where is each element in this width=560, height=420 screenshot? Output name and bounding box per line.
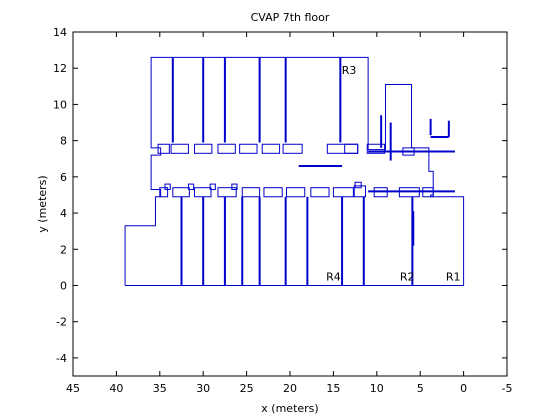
y-tick-label: 14 xyxy=(53,26,67,39)
floor-plan xyxy=(124,56,465,286)
room-label: R1 xyxy=(446,270,461,283)
x-tick-label: 45 xyxy=(66,382,80,395)
y-tick-label: 10 xyxy=(53,98,67,111)
annotations: R3 R4 R2 R1 xyxy=(326,64,460,283)
room-block-top xyxy=(170,143,189,154)
plot-area: R3 R4 R2 R1 xyxy=(72,31,508,377)
x-tick-label: 5 xyxy=(417,382,424,395)
y-tick-label: 0 xyxy=(60,279,67,292)
room-block-bottom xyxy=(373,187,388,198)
x-tick-label: 20 xyxy=(283,382,297,395)
room-notch xyxy=(209,183,216,191)
room-label: R2 xyxy=(400,270,415,283)
x-axis-title: x (meters) xyxy=(261,402,318,415)
room-block-top xyxy=(344,143,359,154)
y-tick-label: 8 xyxy=(60,135,67,148)
x-tick-label: 25 xyxy=(240,382,254,395)
room-label: R4 xyxy=(326,270,341,283)
room-block-bottom xyxy=(310,187,330,198)
y-tick-label: -2 xyxy=(56,316,67,329)
room-block-bottom xyxy=(194,187,212,198)
y-tick-label: 6 xyxy=(60,171,67,184)
room-block-bottom xyxy=(332,187,354,198)
room-block-top xyxy=(217,143,236,154)
building-outline xyxy=(124,56,465,286)
x-axis: 45 40 35 30 25 20 15 10 5 0 -5 xyxy=(66,32,512,395)
room-block-bottom xyxy=(217,187,237,198)
room-notch xyxy=(164,183,171,191)
y-tick-label: 4 xyxy=(60,207,67,220)
room-block-bottom xyxy=(159,187,169,198)
room-block-bottom xyxy=(353,185,367,198)
x-tick-label: 35 xyxy=(153,382,167,395)
x-tick-label: 0 xyxy=(460,382,467,395)
room-notch xyxy=(231,183,238,191)
y-tick-label: 12 xyxy=(53,62,67,75)
x-tick-label: 30 xyxy=(196,382,210,395)
room-block-top xyxy=(402,147,415,156)
room-block-top xyxy=(239,143,258,154)
x-tick-label: -5 xyxy=(502,382,513,395)
room-notch xyxy=(354,181,362,189)
y-tick-label: -4 xyxy=(56,352,67,365)
room-block-bottom xyxy=(263,187,283,198)
room-block-top xyxy=(366,143,386,154)
x-tick-label: 10 xyxy=(370,382,384,395)
chart-title: CVAP 7th floor xyxy=(251,11,330,24)
room-block-top xyxy=(157,143,170,154)
x-tick-label: 15 xyxy=(326,382,340,395)
y-axis: -4 -2 0 2 4 6 8 10 12 14 xyxy=(53,26,507,365)
axes-box xyxy=(72,31,508,377)
y-tick-label: 2 xyxy=(60,243,67,256)
room-block-bottom xyxy=(286,187,306,198)
room-notch xyxy=(187,183,195,191)
room-block-bottom xyxy=(172,187,190,198)
room-block-top xyxy=(282,143,303,154)
room-block-bottom xyxy=(422,187,434,198)
room-block-bottom xyxy=(241,187,261,198)
room-block-top xyxy=(261,143,281,154)
room-block-bottom xyxy=(398,187,420,198)
room-label: R3 xyxy=(342,64,357,77)
room-block-top xyxy=(194,143,213,154)
y-axis-title: y (meters) xyxy=(36,175,49,232)
x-tick-label: 40 xyxy=(109,382,123,395)
